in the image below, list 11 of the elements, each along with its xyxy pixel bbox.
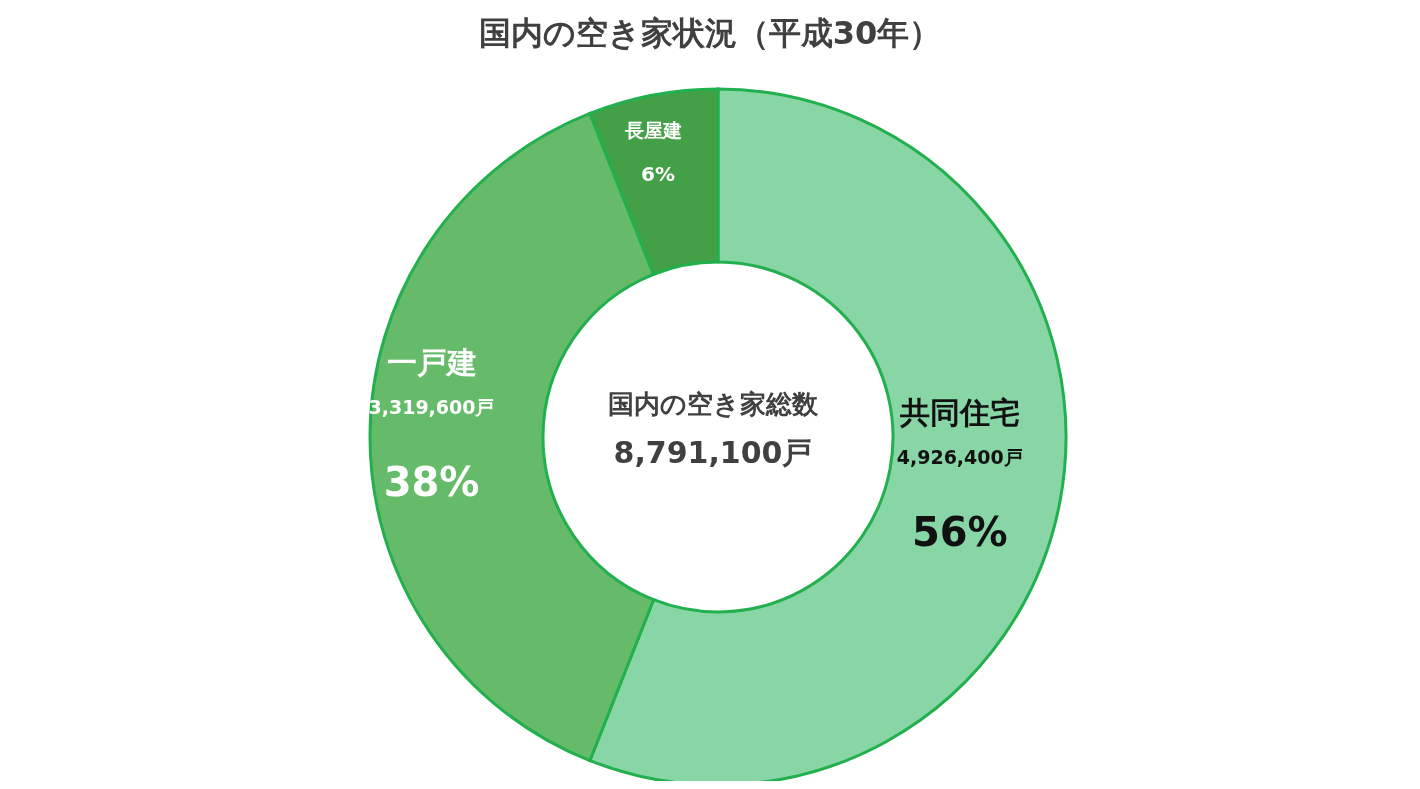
text: 4,926,400戸 — [896, 445, 1023, 468]
text: 3,319,600戸 — [368, 395, 495, 418]
chart-title: 国内の空き家状況（平成30年） — [477, 13, 943, 54]
slice-label: 一戸建 — [386, 344, 477, 380]
data-label: 6% — [641, 162, 676, 187]
slice-label: 共同住宅 — [899, 394, 1020, 430]
data-label: 38% — [383, 459, 480, 505]
text: 国内の空き家総数 — [608, 388, 818, 419]
slice-label: 長屋建 — [624, 118, 682, 141]
text: 8,791,100戸 — [613, 434, 813, 470]
data-label: 56% — [911, 508, 1008, 555]
